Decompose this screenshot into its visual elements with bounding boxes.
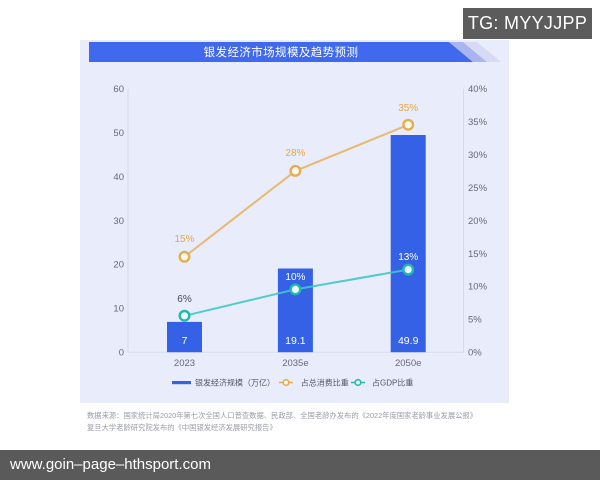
svg-text:15%: 15% (468, 249, 488, 260)
svg-text:35%: 35% (468, 117, 488, 128)
svg-text:40: 40 (113, 172, 124, 183)
svg-text:30: 30 (113, 216, 124, 227)
svg-text:13%: 13% (398, 252, 418, 263)
svg-text:60: 60 (113, 84, 124, 95)
svg-text:25%: 25% (468, 183, 488, 194)
svg-text:10%: 10% (285, 272, 305, 283)
svg-text:7: 7 (182, 335, 188, 347)
svg-text:10: 10 (113, 304, 124, 315)
svg-text:0%: 0% (468, 348, 482, 359)
svg-text:30%: 30% (468, 150, 488, 161)
svg-text:15%: 15% (174, 234, 194, 245)
svg-text:10%: 10% (468, 282, 488, 293)
svg-text:20: 20 (113, 260, 124, 271)
svg-text:49.9: 49.9 (398, 335, 419, 347)
svg-text:50: 50 (113, 128, 124, 139)
svg-text:占总消费比重: 占总消费比重 (301, 377, 349, 387)
svg-text:40%: 40% (468, 84, 488, 95)
svg-text:35%: 35% (398, 103, 418, 114)
svg-text:20%: 20% (468, 216, 488, 227)
svg-text:2035e: 2035e (282, 358, 308, 369)
svg-text:占GDP比重: 占GDP比重 (372, 377, 413, 387)
svg-text:银发经济规模（万亿）: 银发经济规模（万亿） (195, 377, 275, 387)
svg-text:19.1: 19.1 (285, 335, 306, 347)
svg-text:5%: 5% (468, 315, 482, 326)
svg-text:2023: 2023 (174, 358, 195, 369)
svg-text:2050e: 2050e (395, 358, 421, 369)
svg-text:0: 0 (119, 348, 124, 359)
svg-text:28%: 28% (285, 148, 305, 159)
svg-text:6%: 6% (177, 294, 192, 305)
